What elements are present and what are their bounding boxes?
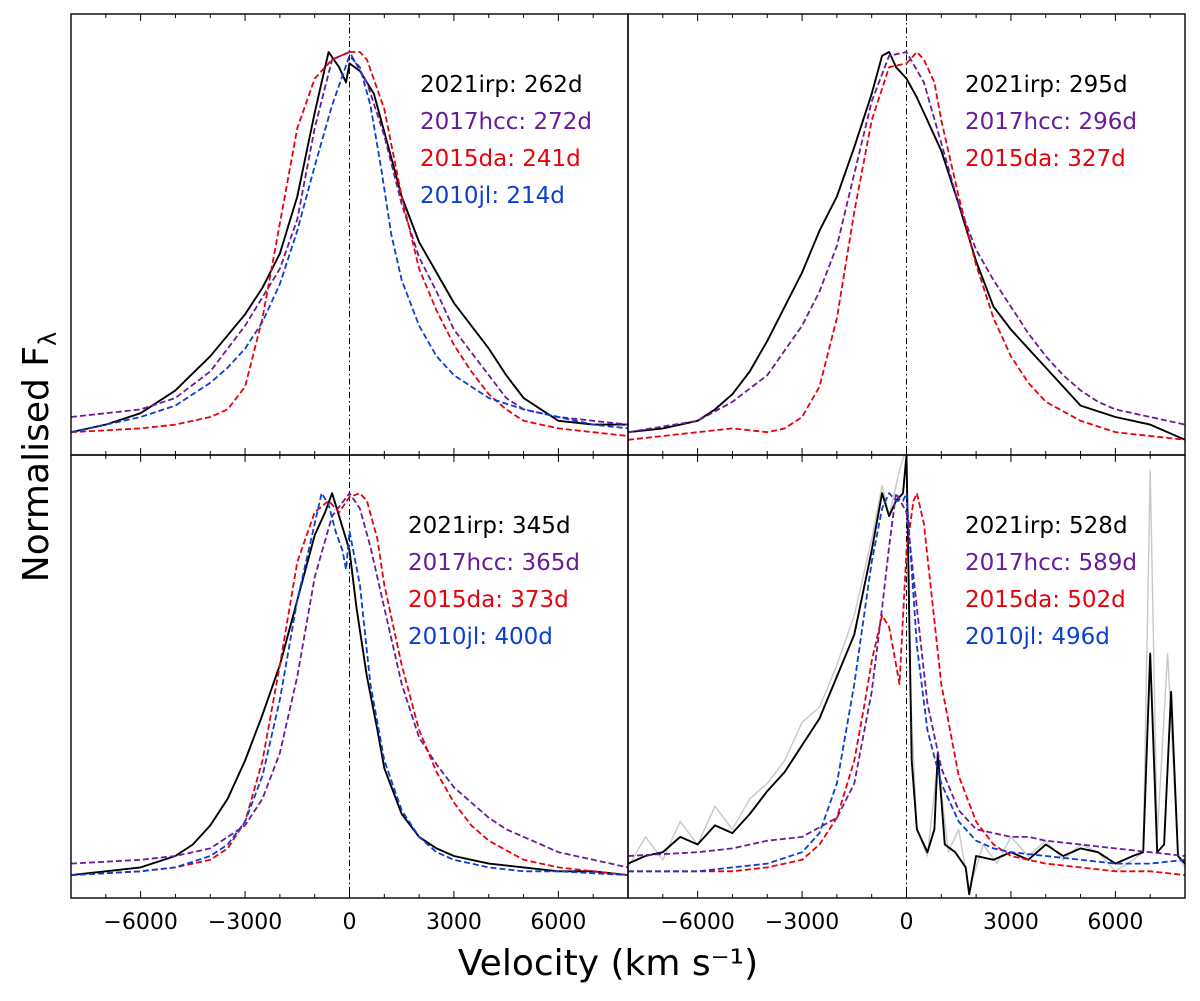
x-tick-label: 3000 [426, 910, 482, 935]
y-axis-label-main: Normalised F [16, 346, 57, 582]
legend-entry-2010jl: 2010jl: 214d [420, 183, 565, 209]
series-line-2021irp [628, 51, 1185, 441]
y-axis-label: Normalised Fλ [16, 332, 62, 582]
series-line-2021irp [71, 51, 628, 434]
series-group [628, 455, 1185, 898]
series-line-2015da [628, 51, 1185, 441]
legend-entry-2017hcc: 2017hcc: 296d [965, 109, 1137, 135]
panel-bottom-left: −6000 −3000 0 3000 6000 2021irp: 345d 2017hcc:… [70, 454, 629, 935]
y-axis-label-subscript: λ [34, 332, 62, 346]
panel-bottom-right: −6000 −3000 0 3000 6000 2021irp: 528d 2017hcc:… [627, 454, 1186, 935]
series-line-2017hcc [628, 492, 1185, 857]
series-line-2010jl [71, 54, 628, 434]
legend-entry-2010jl: 2010jl: 496d [965, 624, 1110, 650]
series-group [628, 14, 1185, 455]
legend-entry-2015da: 2015da: 241d [420, 146, 581, 172]
series-group [71, 14, 628, 455]
x-tick-label: −6000 [103, 910, 177, 935]
series-line-2010jl [628, 492, 1185, 873]
legend-entry-2021irp: 2021irp: 345d [408, 513, 571, 539]
series-line-2017hcc [628, 51, 1185, 434]
legend-entry-2017hcc: 2017hcc: 365d [408, 550, 580, 576]
legend-entry-2015da: 2015da: 327d [965, 146, 1126, 172]
panel-top-right: 2021irp: 295d 2017hcc: 296d 2015da: 327d [627, 13, 1186, 456]
x-tick-label: −6000 [660, 910, 734, 935]
series-line-2021irp [71, 492, 628, 877]
legend-entry-2015da: 2015da: 502d [965, 587, 1126, 613]
series-line-2017hcc [71, 492, 628, 869]
legend-entry-2010jl: 2010jl: 400d [408, 624, 553, 650]
x-tick-label: 0 [343, 910, 357, 935]
panels-layer: 2021irp: 262d 2017hcc: 272d 2015da: 241d 20… [70, 13, 1186, 935]
x-tick-label: 6000 [1087, 910, 1143, 935]
x-axis-label: Velocity (km s⁻¹) [458, 943, 758, 984]
series-line-2015da [628, 492, 1185, 876]
legend-entry-2017hcc: 2017hcc: 589d [965, 550, 1137, 576]
series-line-2015da [71, 492, 628, 876]
x-tick-label: 3000 [983, 910, 1039, 935]
legend-entry-2015da: 2015da: 373d [408, 587, 569, 613]
legend-entry-2021irp: 2021irp: 262d [420, 72, 583, 98]
series-line-2015da [71, 51, 628, 437]
series-line-2010jl [71, 492, 628, 876]
x-tick-label: 6000 [530, 910, 586, 935]
x-tick-label: −3000 [765, 910, 839, 935]
legend-entry-2021irp: 2021irp: 528d [965, 513, 1128, 539]
x-tick-label: 0 [900, 910, 914, 935]
x-tick-label: −3000 [208, 910, 282, 935]
series-group [71, 455, 628, 898]
series-line-2021irp [628, 455, 1185, 896]
panel-top-left: 2021irp: 262d 2017hcc: 272d 2015da: 241d 20… [70, 13, 629, 456]
legend-entry-2021irp: 2021irp: 295d [965, 72, 1128, 98]
legend-entry-2017hcc: 2017hcc: 272d [420, 109, 592, 135]
